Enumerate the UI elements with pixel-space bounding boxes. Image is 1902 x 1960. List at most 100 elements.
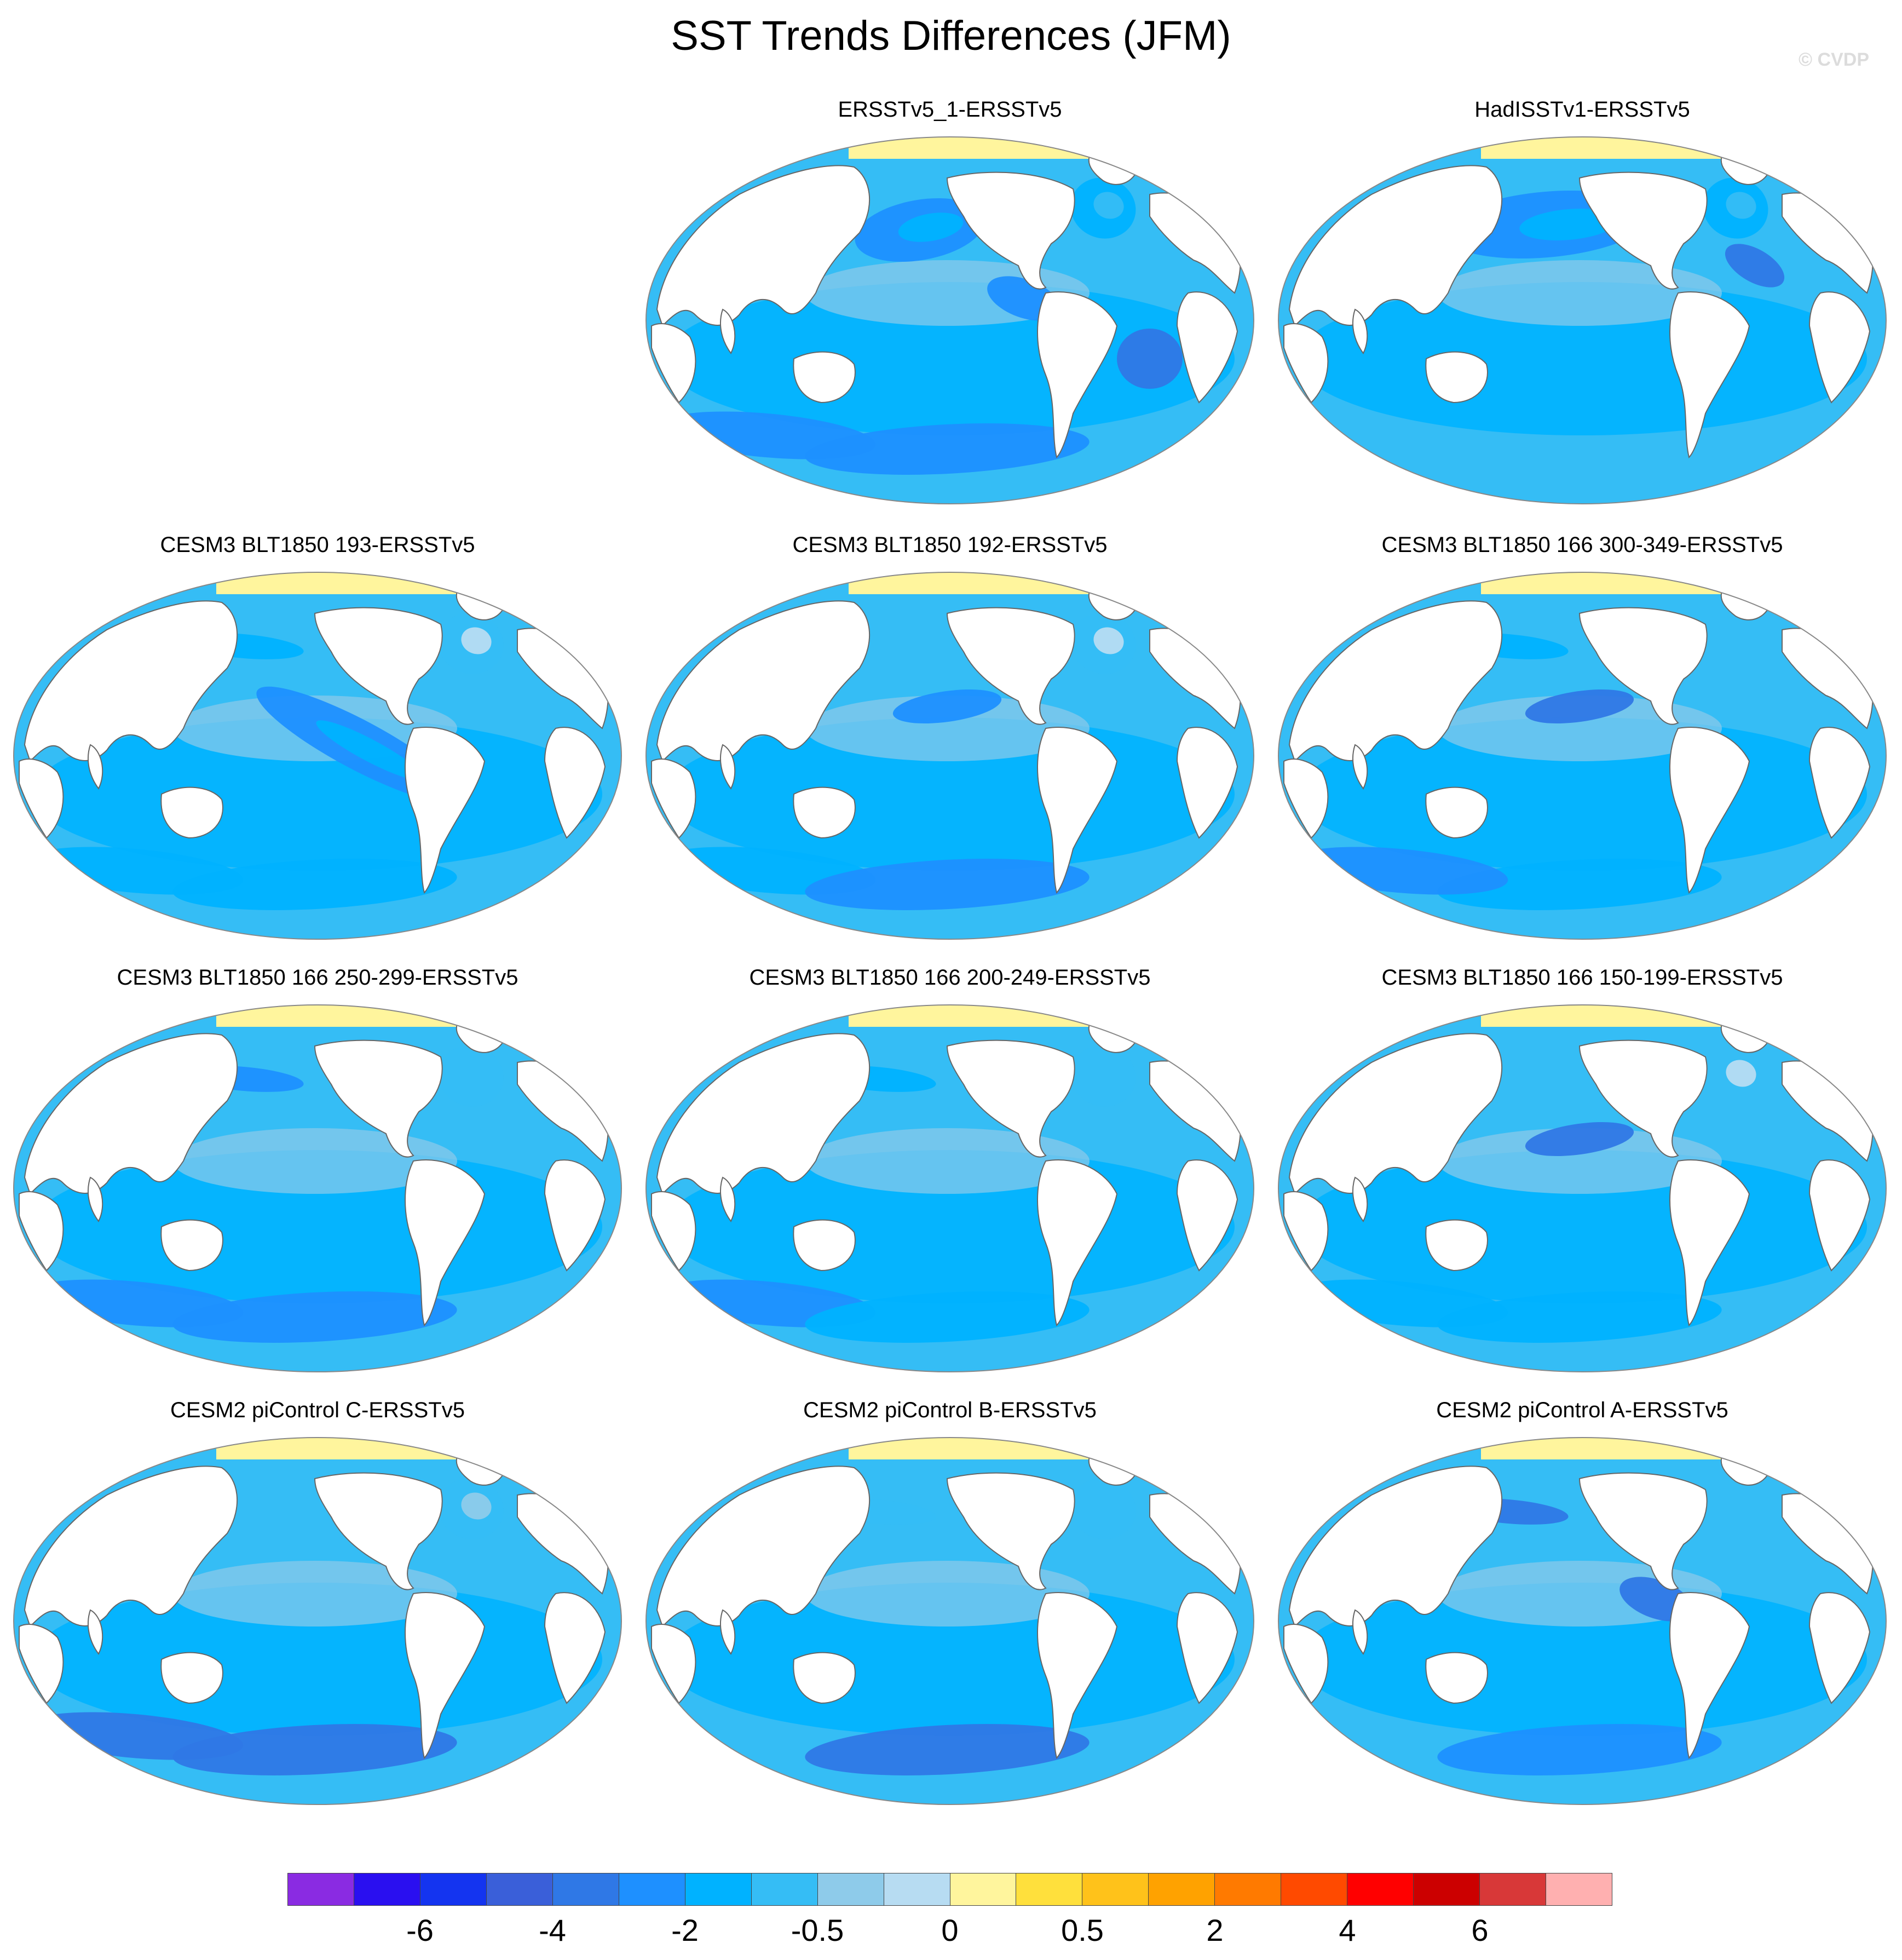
map-panel: CESM3 BLT1850 166 200-249-ERSSTv5 (641, 964, 1259, 1380)
colorbar-box (950, 1873, 1017, 1905)
africa-land (19, 758, 64, 839)
map-panel: CESM3 BLT1850 166 250-299-ERSSTv5 (8, 964, 627, 1380)
anomaly-atl-north (1070, 1478, 1136, 1539)
eurasia-land (24, 1033, 238, 1195)
africa-east-land (544, 1592, 606, 1704)
anomaly-atl-north-core (1726, 1060, 1756, 1087)
anomaly-southern-ocean-2 (172, 1291, 457, 1343)
anomaly-southern-ocean-2 (1437, 1291, 1722, 1343)
south-america-land (1037, 1159, 1118, 1326)
north-america-land (1578, 1472, 1708, 1590)
anomaly-atl-north-core (461, 627, 492, 654)
australia-land (793, 1652, 856, 1704)
anomaly-southern-ocean-2 (1437, 859, 1722, 910)
ocean-light-band (172, 1128, 457, 1194)
colorbar-box (1082, 1873, 1149, 1905)
australia-land (793, 1219, 856, 1272)
africa-land (651, 1191, 696, 1272)
africa-east-land (1176, 1592, 1238, 1704)
australia-land (793, 786, 856, 839)
sst-map (645, 572, 1254, 940)
panel-title: CESM2 piControl A-ERSSTv5 (1436, 1398, 1728, 1422)
map-outline (1278, 572, 1887, 940)
map-panel: CESM3 BLT1850 193-ERSSTv5 (8, 531, 627, 947)
colorbar-box (817, 1873, 884, 1905)
india-land (1352, 744, 1368, 790)
anomaly-south-atl-sub (1117, 329, 1183, 389)
australia-land (160, 1219, 223, 1272)
colorbar-box (552, 1873, 619, 1905)
colorbar-box (1016, 1873, 1083, 1905)
colorbar-box (1480, 1873, 1547, 1905)
map-outline (1278, 1004, 1887, 1372)
map-outline (645, 136, 1254, 504)
south-america-land (405, 1592, 486, 1759)
map-panel: ERSSTv5_1-ERSSTv5 (641, 96, 1259, 512)
africa-land (19, 1191, 64, 1272)
india-land (1352, 1609, 1368, 1655)
north-america-land (314, 1039, 443, 1158)
colorbar-box (354, 1873, 420, 1905)
colorbar-box (619, 1873, 685, 1905)
eurasia-land (1288, 600, 1503, 762)
colorbar-labels: -6 -4 -2 -0.5 0 0.5 2 4 6 (287, 1911, 1612, 1955)
ocean-light-band (1437, 696, 1722, 761)
anomaly-pac-north-east-core (898, 212, 964, 242)
north-america-land (946, 171, 1075, 290)
north-america-land (1578, 171, 1708, 290)
arctic-region (1481, 572, 1727, 594)
map-outline (1278, 136, 1887, 504)
anomaly-southern-ocean-2 (172, 1724, 457, 1775)
sst-map (1278, 1004, 1887, 1372)
arctic-region (849, 1438, 1095, 1459)
colorbar-box (1149, 1873, 1215, 1905)
colorbar-box (685, 1873, 752, 1905)
ocean-light-band (805, 696, 1090, 761)
colorbar-box (420, 1873, 487, 1905)
india-land (719, 1176, 736, 1222)
anomaly-pac-mid (1525, 689, 1634, 724)
colorbar-label: -6 (406, 1913, 434, 1947)
anomaly-southern-ocean-2 (805, 1291, 1090, 1343)
map-panel: CESM3 BLT1850 192-ERSSTv5 (641, 531, 1259, 947)
map-panel: CESM2 piControl A-ERSSTv5 (1273, 1396, 1892, 1813)
africa-east-land (1808, 727, 1871, 839)
arctic-region (849, 1005, 1095, 1027)
eurasia-land (656, 165, 871, 327)
colorbar-box (486, 1873, 553, 1905)
map-outline (645, 572, 1254, 940)
anomaly-southern-ocean-2 (805, 423, 1090, 475)
colorbar-label: 4 (1339, 1913, 1356, 1947)
sst-map (1278, 136, 1887, 504)
colorbar (287, 1873, 1612, 1906)
sst-map (13, 1004, 622, 1372)
africa-east-land (544, 1159, 606, 1272)
sst-map (645, 1004, 1254, 1372)
south-america-land (1669, 727, 1750, 894)
sst-map (1278, 572, 1887, 940)
anomaly-southern-ocean-2 (1437, 1724, 1722, 1775)
arctic-region (216, 572, 463, 594)
colorbar-box (1215, 1873, 1282, 1905)
africa-land (651, 1624, 696, 1704)
north-america-land (946, 1472, 1075, 1590)
colorbar-box (884, 1873, 950, 1905)
anomaly-atl-sub (1725, 244, 1785, 288)
eurasia-land (1288, 165, 1503, 327)
south-america-land (1669, 1159, 1750, 1326)
anomaly-pac-mid (1525, 1122, 1634, 1157)
arctic-region (1481, 1005, 1727, 1027)
colorbar-label: -4 (539, 1913, 566, 1947)
anomaly-atl-north-core (1093, 192, 1124, 219)
colorbar-box (1414, 1873, 1480, 1905)
panel-title: CESM3 BLT1850 193-ERSSTv5 (160, 533, 475, 557)
colorbar-box (1281, 1873, 1348, 1905)
north-america-land (946, 607, 1075, 725)
eurasia-land (656, 1033, 871, 1195)
colorbar-label: 0 (941, 1913, 959, 1947)
eurasia-land (24, 600, 238, 762)
panel-title: CESM3 BLT1850 166 250-299-ERSSTv5 (117, 965, 518, 990)
arctic-region (216, 1005, 463, 1027)
anomaly-atl-north (438, 1045, 504, 1107)
australia-land (793, 351, 856, 404)
